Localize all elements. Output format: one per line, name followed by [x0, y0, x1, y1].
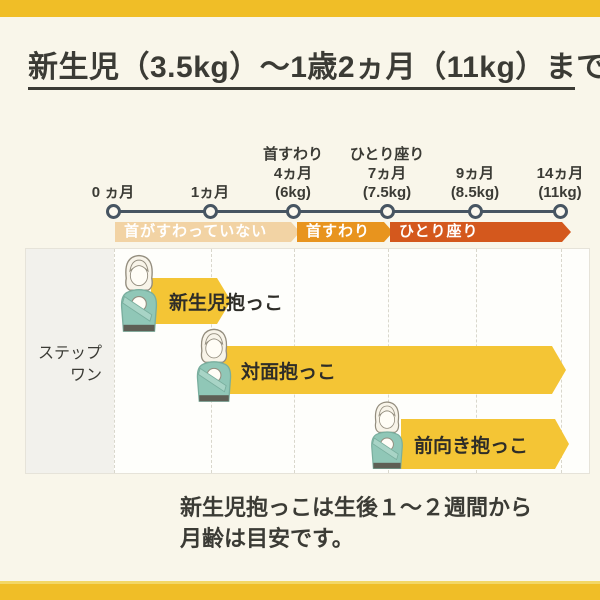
mother-facing-out-hold-illustration — [371, 401, 403, 469]
footnote: 新生児抱っこは生後１〜２週間から 月齢は目安です。 — [180, 495, 533, 551]
timeline-dot-0 — [106, 204, 121, 219]
bottom-accent-bar — [0, 581, 600, 600]
bar-facing-out-hold — [401, 419, 569, 469]
timeline-dot-3 — [380, 204, 395, 219]
stage-band-neck-steady: 首すわり — [297, 222, 393, 242]
top-accent-bar — [0, 0, 600, 17]
axis-tick-label-14months: 14ヵ月 (11kg) — [536, 165, 584, 201]
bar-label-facing-in-hold: 対面抱っこ — [241, 361, 337, 383]
bar-newborn-hold — [151, 278, 231, 324]
group-label-step-one: ステップ ワン — [37, 345, 102, 384]
timeline-axis — [113, 210, 560, 213]
mother-newborn-hold-illustration — [120, 254, 158, 332]
row-group-label-column — [26, 249, 114, 473]
page-title: 新生児（3.5kg）〜1歳2ヵ月（11kg）まで — [28, 51, 600, 84]
timeline-dot-5 — [553, 204, 568, 219]
stage-band-neck-not-steady: 首がすわっていない — [115, 222, 300, 242]
title-underline — [28, 87, 575, 90]
mother-facing-in-hold-illustration — [196, 328, 232, 402]
axis-tick-label-7months: ひとり座り 7ヵ月 (7.5kg) — [349, 146, 425, 201]
timeline-dot-4 — [468, 204, 483, 219]
gridline — [561, 249, 562, 473]
timeline-dot-1 — [203, 204, 218, 219]
axis-tick-label-0months: 0 ヵ月 — [91, 184, 135, 201]
bar-label-facing-out-hold: 前向き抱っこ — [414, 435, 529, 457]
bar-facing-in-hold — [216, 346, 566, 394]
gridline — [114, 249, 115, 473]
timeline-dot-2 — [286, 204, 301, 219]
axis-tick-label-4months: 首すわり 4ヵ月 (6kg) — [262, 146, 323, 201]
bar-label-newborn-hold: 新生児抱っこ — [169, 292, 284, 314]
axis-tick-label-1month: 1ヵ月 — [190, 184, 230, 201]
usage-period-chart: ステップ ワン 新生児抱っこ 対面抱っ — [25, 248, 590, 474]
axis-tick-label-9months: 9ヵ月 (8.5kg) — [450, 165, 500, 201]
stage-band-sitting: ひとり座り — [390, 222, 571, 242]
